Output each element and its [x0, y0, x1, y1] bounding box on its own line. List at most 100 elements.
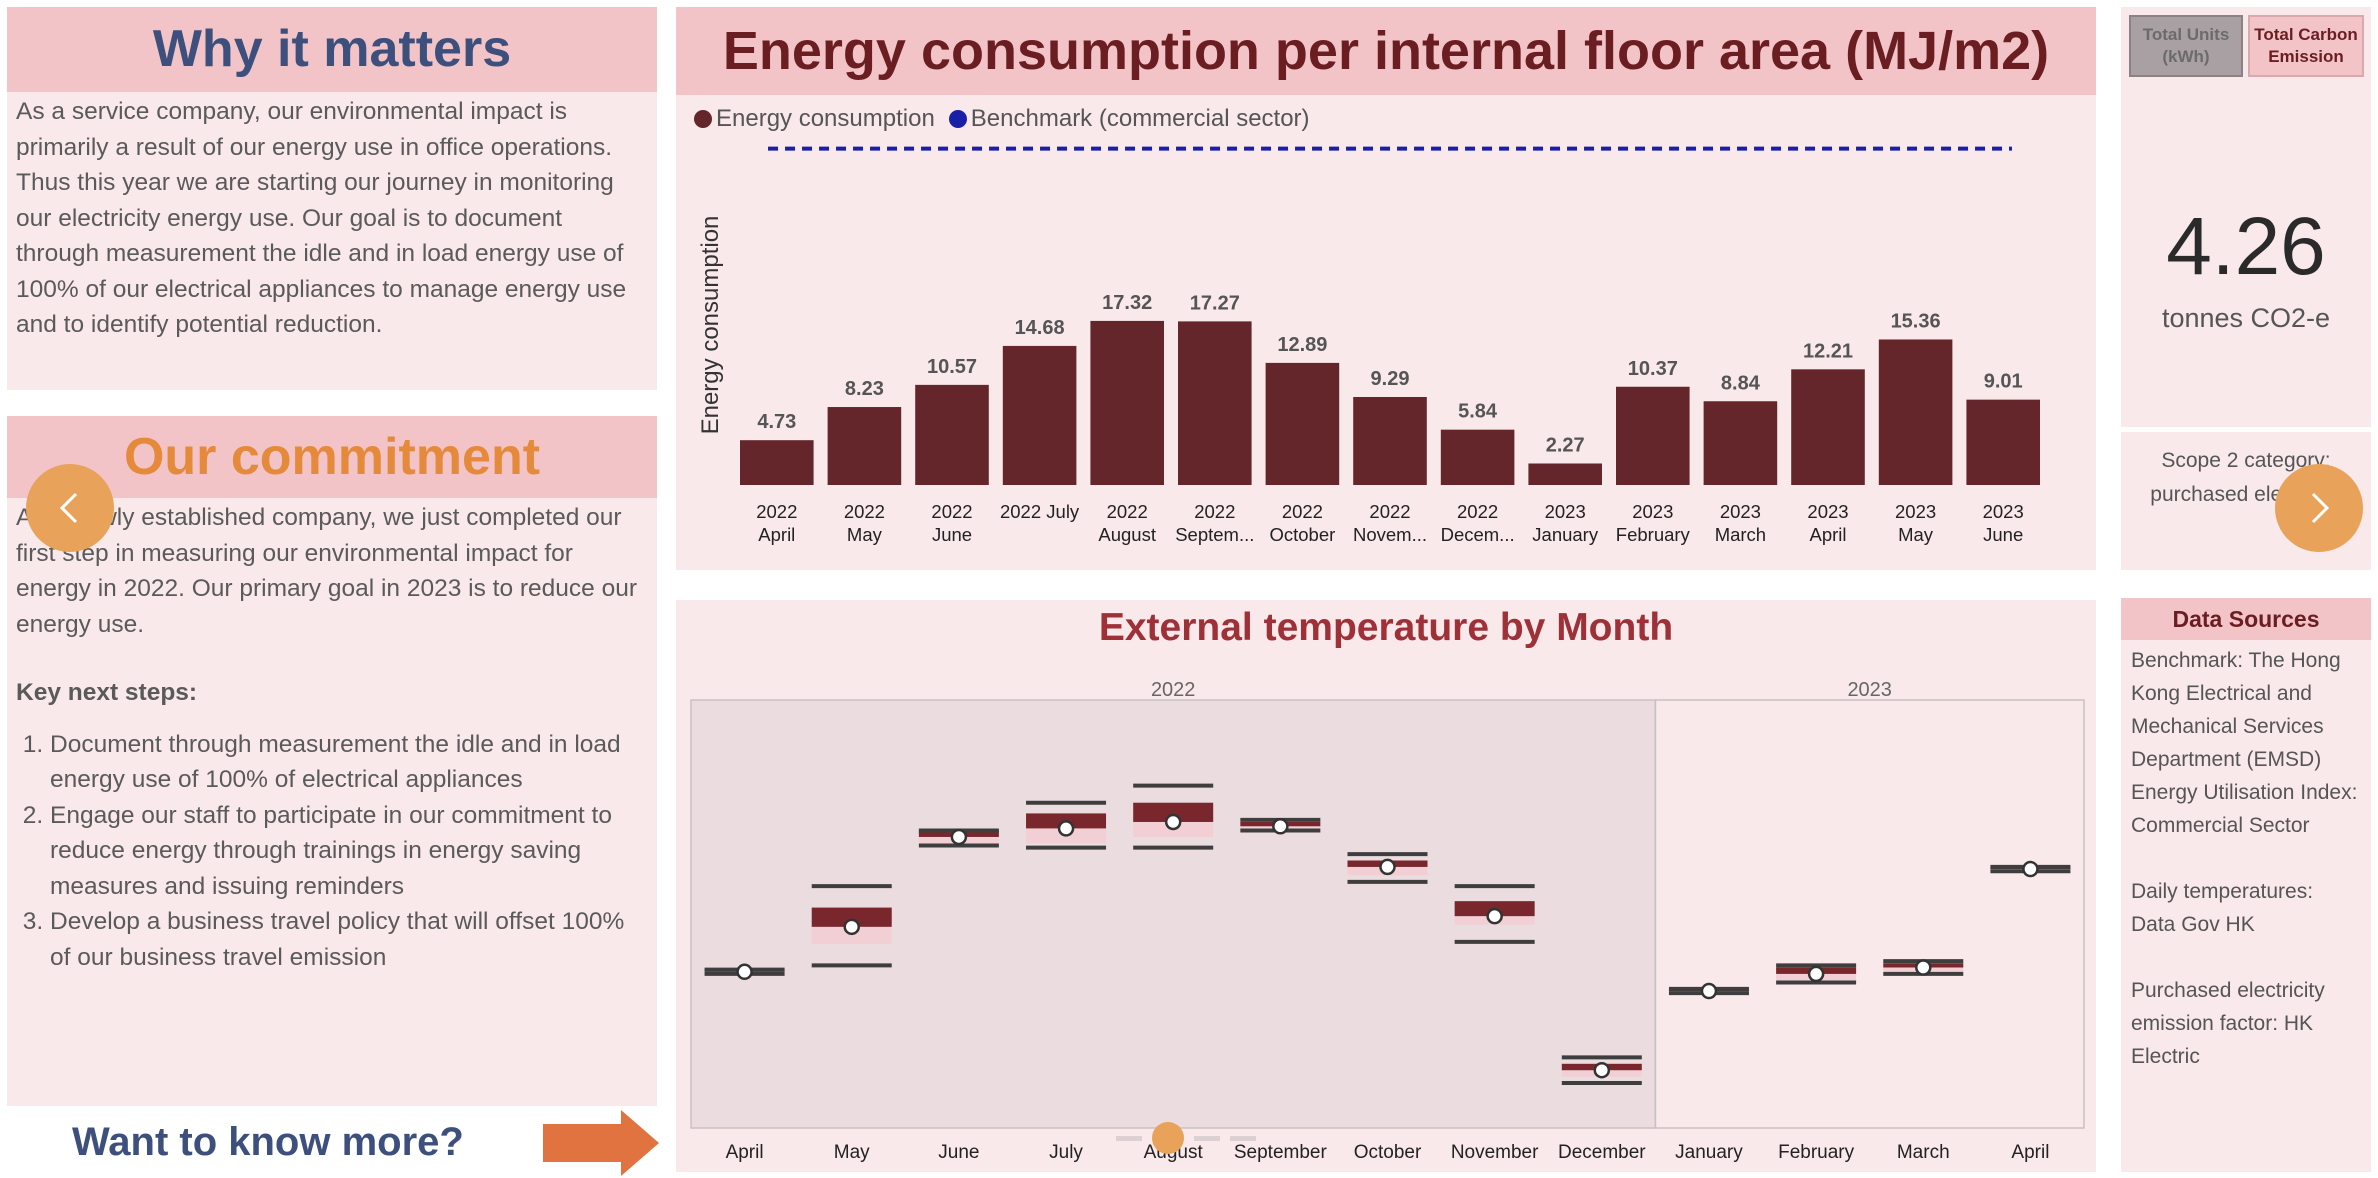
data-sources-panel: Data Sources Benchmark: The Hong Kong El…	[2121, 598, 2371, 1172]
energy-data-label: 12.21	[1803, 340, 1853, 362]
commitment-title: Our commitment	[123, 428, 541, 486]
box-mean-marker	[1593, 1061, 1611, 1079]
energy-bar[interactable]	[827, 407, 902, 485]
x-tick-label: March	[1897, 1142, 1950, 1163]
commitment-header: Our commitment	[7, 416, 657, 498]
x-tick-label: December	[1558, 1142, 1646, 1163]
arrow-right-icon[interactable]	[541, 1108, 661, 1178]
legend-swatch-benchmark	[948, 110, 967, 128]
box-mean-marker	[950, 828, 968, 846]
box-mean-marker	[1700, 982, 1718, 1000]
energy-chart-header: Energy consumption per internal floor ar…	[676, 7, 2096, 95]
total-carbon-label: Total Carbon Emission	[2254, 25, 2358, 66]
box-lower	[811, 926, 892, 944]
energy-data-label: 4.73	[757, 411, 796, 433]
temperature-box[interactable]	[704, 963, 785, 981]
x-tick-label: 2022 Septem...	[1175, 501, 1254, 545]
temperature-box[interactable]	[1454, 884, 1535, 944]
energy-bar[interactable]	[1878, 339, 1953, 485]
energy-data-label: 5.84	[1458, 401, 1498, 423]
box-mean-marker	[1379, 858, 1396, 876]
chevron-left-icon	[59, 492, 78, 524]
x-tick-label: 2022 Novem...	[1353, 501, 1427, 545]
total-units-label: Total Units (kWh)	[2142, 25, 2230, 66]
page-indicator	[1116, 1122, 1256, 1154]
previous-page-button[interactable]	[26, 464, 114, 552]
box-mean-marker	[1164, 813, 1182, 831]
energy-bar[interactable]	[1703, 401, 1778, 485]
legend-item-benchmark: Benchmark (commercial sector)	[948, 105, 1310, 133]
temperature-box[interactable]	[1347, 852, 1428, 884]
x-tick-label: June	[938, 1142, 979, 1163]
x-tick-label: July	[1049, 1142, 1083, 1163]
energy-data-label: 10.37	[1628, 358, 1678, 380]
temperature-box[interactable]	[1561, 1055, 1642, 1086]
energy-data-label: 15.36	[1891, 310, 1941, 332]
energy-data-label: 8.23	[845, 378, 884, 400]
box-upper	[1133, 802, 1214, 822]
energy-data-label: 12.89	[1277, 334, 1327, 356]
energy-bar[interactable]	[1616, 386, 1690, 485]
box-upper	[811, 907, 892, 927]
temperature-box[interactable]	[1668, 982, 1749, 1000]
box-mean-marker	[1915, 959, 1932, 976]
temperature-box[interactable]	[1883, 959, 1964, 976]
data-source-item: Benchmark: The Hong Kong Electrical and …	[2131, 649, 2358, 837]
total-units-button[interactable]: Total Units (kWh)	[2129, 15, 2243, 77]
page-dot[interactable]	[1116, 1135, 1142, 1141]
why-title: Why it matters	[152, 20, 512, 78]
energy-bar[interactable]	[1353, 396, 1427, 485]
want-to-know-more-label: Want to know more?	[72, 1120, 464, 1164]
data-sources-header: Data Sources	[2121, 598, 2371, 640]
energy-bar[interactable]	[1791, 369, 1865, 485]
why-body: As a service company, our environmental …	[16, 98, 627, 338]
data-sources-list: Benchmark: The Hong Kong Electrical and …	[2131, 644, 2363, 1073]
energy-bar[interactable]	[740, 440, 814, 485]
x-tick-label: 2022 Decem...	[1441, 501, 1515, 545]
x-tick-label: 2023 February	[1616, 501, 1691, 545]
kpi-unit: tonnes CO2-e	[2161, 303, 2331, 333]
energy-data-label: 9.01	[1984, 371, 2023, 393]
temperature-box[interactable]	[1133, 783, 1214, 850]
energy-bar[interactable]	[1966, 399, 2040, 485]
energy-data-label: 2.27	[1546, 434, 1585, 456]
x-tick-label: 2022 May	[844, 501, 885, 545]
energy-bar[interactable]	[1440, 429, 1515, 485]
total-carbon-button[interactable]: Total Carbon Emission	[2248, 15, 2364, 77]
x-tick-label: October	[1354, 1142, 1422, 1163]
legend-label-benchmark: Benchmark (commercial sector)	[970, 105, 1310, 132]
x-tick-label: January	[1675, 1142, 1743, 1163]
energy-bar[interactable]	[1528, 463, 1602, 485]
key-step-item: Engage our staff to participate in our c…	[50, 798, 647, 905]
energy-bar[interactable]	[1090, 320, 1164, 485]
page-dot-active[interactable]	[1152, 1122, 1184, 1154]
x-tick-label: 2022 August	[1098, 501, 1156, 545]
page-dot[interactable]	[1194, 1135, 1220, 1141]
want-to-know-more-link[interactable]: Want to know more?	[72, 1112, 592, 1172]
x-tick-label: 2022 April	[756, 501, 797, 545]
temperature-box[interactable]	[1776, 963, 1857, 985]
x-tick-label: September	[1234, 1142, 1328, 1163]
energy-bar[interactable]	[1265, 362, 1340, 485]
energy-bar[interactable]	[1178, 321, 1252, 485]
box-mean-marker	[1486, 907, 1503, 925]
temperature-box[interactable]	[811, 884, 892, 968]
energy-bar-chart: Energy consumption 4.73 2022 April 8.23 2022 M…	[697, 146, 2040, 545]
commitment-body: As a newly established company, we just …	[16, 504, 638, 638]
energy-bar[interactable]	[1002, 345, 1077, 485]
temperature-box[interactable]	[918, 828, 999, 848]
key-step-item: Document through measurement the idle an…	[50, 727, 647, 798]
temperature-box[interactable]	[1990, 860, 2071, 878]
energy-bar[interactable]	[915, 384, 989, 485]
metric-toggle: Total Units (kWh) Total Carbon Emission	[2129, 15, 2364, 77]
box-mean-marker	[843, 918, 860, 936]
x-tick-label: 2023 April	[1807, 501, 1848, 545]
temperature-box[interactable]	[1240, 817, 1321, 835]
page-dot[interactable]	[1230, 1135, 1256, 1141]
legend-swatch-energy	[694, 110, 712, 128]
next-page-button[interactable]	[2275, 464, 2363, 552]
commitment-panel: As a newly established company, we just …	[7, 498, 657, 1106]
temperature-box[interactable]	[1026, 800, 1107, 850]
x-tick-label: 2022 June	[931, 501, 972, 545]
legend-item-energy: Energy consumption	[694, 105, 935, 133]
